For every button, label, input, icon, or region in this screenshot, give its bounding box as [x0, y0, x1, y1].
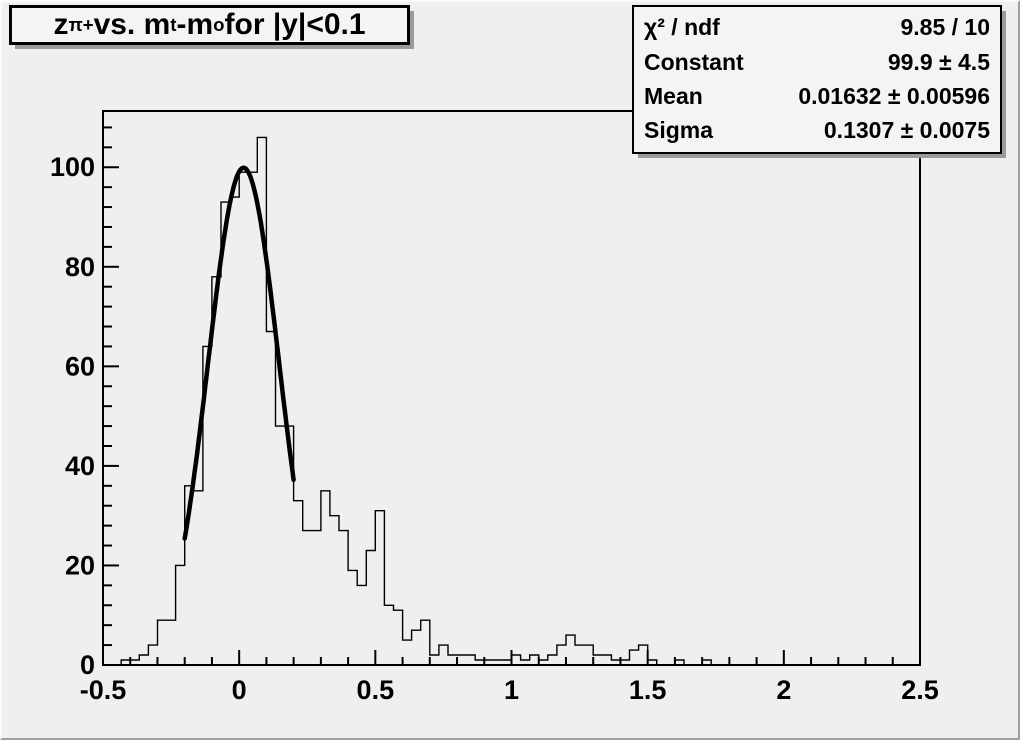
- histogram-step-line: [103, 136, 920, 666]
- histogram-series: [103, 136, 920, 666]
- stat-row: χ² / ndf 9.85 / 10: [644, 14, 990, 41]
- stat-label: χ² / ndf: [644, 14, 720, 41]
- title-text: -m: [176, 8, 214, 41]
- stat-value: 0.1307 ± 0.0075: [823, 117, 990, 144]
- stat-label: Constant: [644, 48, 744, 75]
- y-tick-label: 80: [65, 252, 95, 282]
- stat-row: Constant 99.9 ± 4.5: [644, 48, 990, 75]
- y-axis: 0 20 40 60 80 100: [50, 126, 119, 680]
- title-box: z π+ vs. m t -m o for |y|<0.1: [9, 5, 410, 45]
- y-tick-label: 20: [65, 550, 95, 580]
- stat-label: Sigma: [644, 117, 714, 144]
- title-subscript: o: [213, 14, 225, 35]
- title-text: vs. m: [93, 8, 171, 41]
- x-tick-label: 1.5: [629, 675, 667, 705]
- y-tick-label: 100: [50, 152, 95, 182]
- title-subscript: t: [170, 14, 177, 35]
- y-tick-label: 60: [65, 351, 95, 381]
- x-tick-label: 2: [776, 675, 791, 705]
- x-tick-label: 2.5: [901, 675, 939, 705]
- fit-curve: [182, 165, 296, 541]
- title-text: for |y|<0.1: [224, 8, 366, 41]
- y-tick-label: 0: [80, 650, 95, 680]
- x-tick-label: 0.5: [357, 675, 395, 705]
- stat-row: Mean 0.01632 ± 0.00596: [644, 82, 990, 109]
- title-subscript: π+: [68, 14, 94, 35]
- title-text: z: [53, 8, 69, 41]
- plot-frame: [102, 110, 921, 666]
- stat-value: 0.01632 ± 0.00596: [798, 82, 990, 109]
- stat-value: 99.9 ± 4.5: [887, 48, 990, 75]
- stat-row: Sigma 0.1307 ± 0.0075: [644, 117, 990, 144]
- x-axis: -0.5 0 0.5 1 1.5 2 2.5: [80, 650, 939, 705]
- stat-value: 9.85 / 10: [900, 14, 990, 41]
- stats-box: χ² / ndf 9.85 / 10 Constant 99.9 ± 4.5 Mean 0…: [632, 5, 1002, 154]
- gaussian-fit-line: [182, 165, 296, 541]
- y-tick-label: 40: [65, 451, 95, 481]
- x-tick-label: -0.5: [80, 675, 127, 705]
- stat-label: Mean: [644, 82, 703, 109]
- x-tick-label: 1: [504, 675, 519, 705]
- x-tick-label: 0: [232, 675, 247, 705]
